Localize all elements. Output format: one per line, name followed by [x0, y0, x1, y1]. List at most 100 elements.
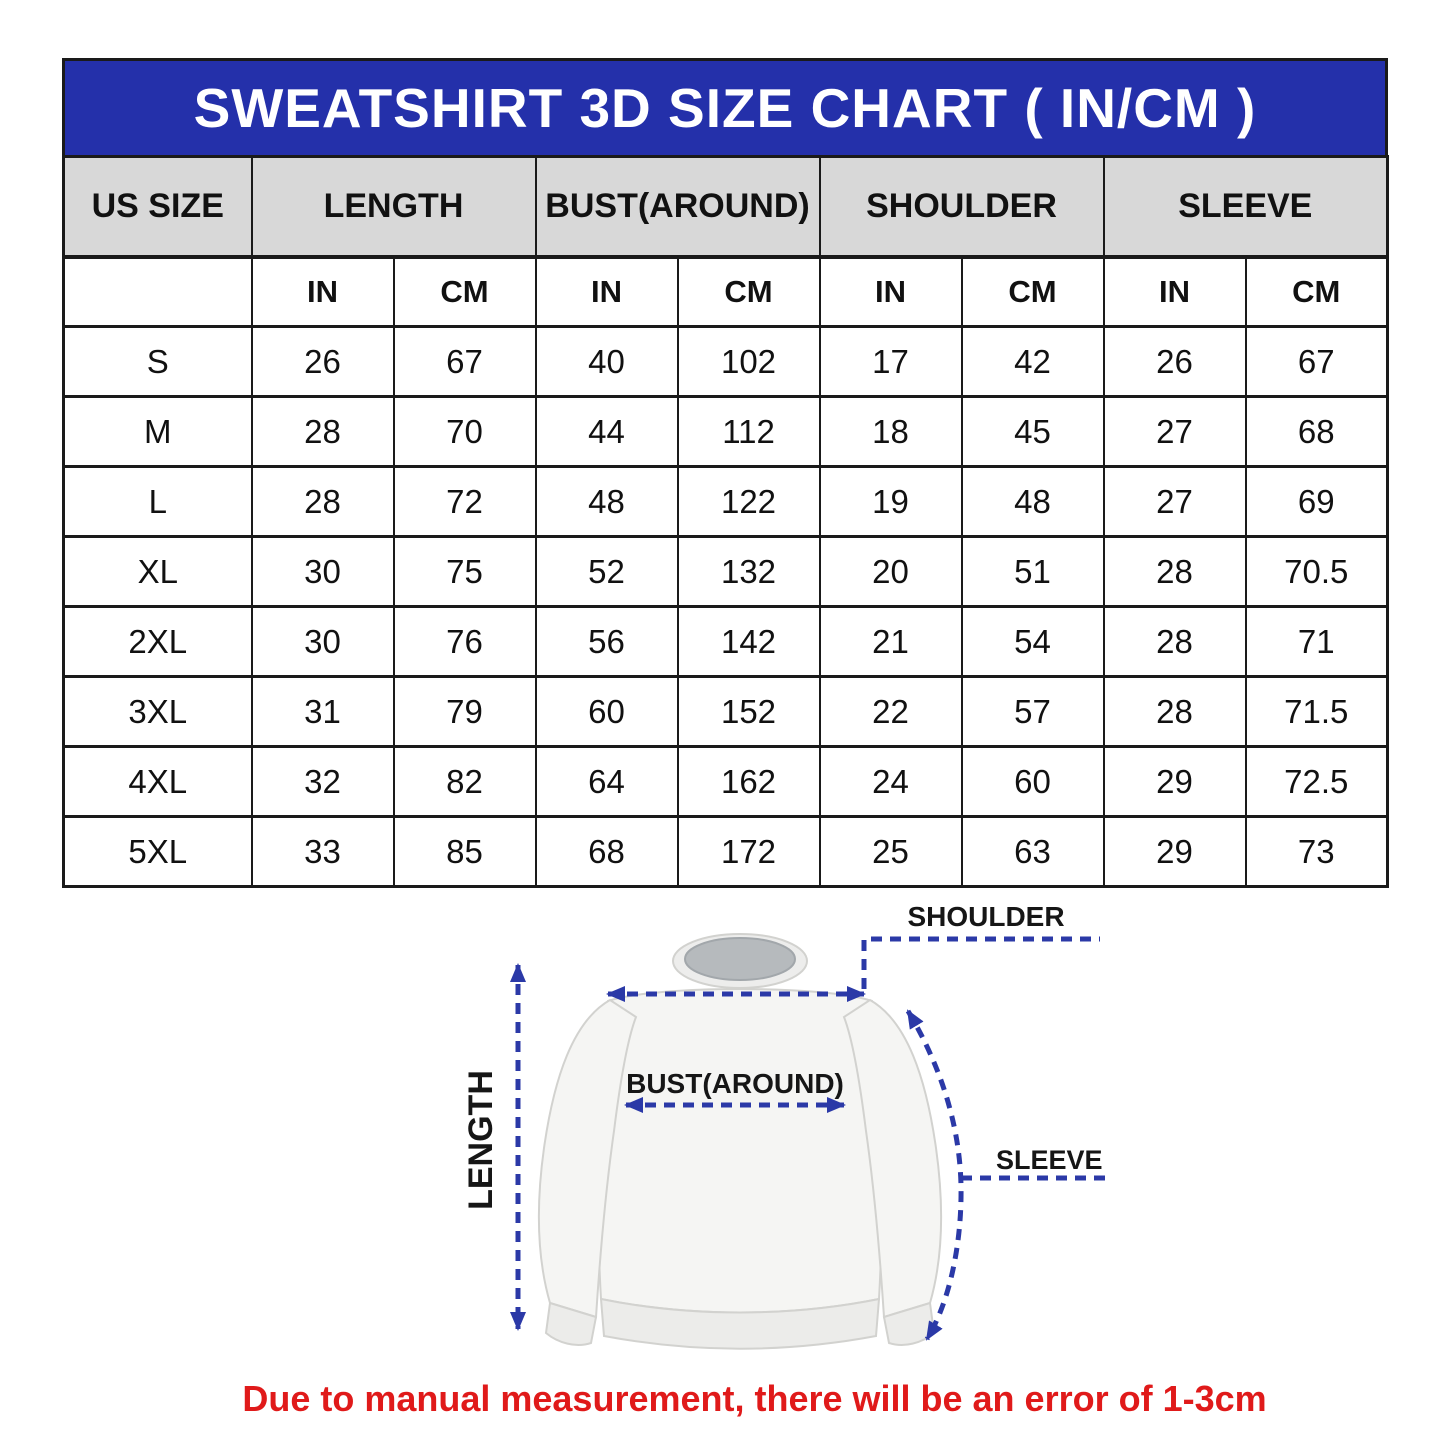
header-shoulder: SHOULDER	[818, 155, 1105, 259]
sweatshirt-illustration	[537, 933, 943, 1350]
value-cell: 152	[676, 675, 821, 748]
value-cell: 28	[1102, 675, 1247, 748]
header-length: LENGTH	[250, 155, 537, 259]
value-cell: 33	[250, 815, 395, 888]
chart-title: SWEATSHIRT 3D SIZE CHART ( IN/CM )	[193, 77, 1257, 139]
size-table-body: S 26 67 40 102 17 42 26 67 M 28 70 44 112 18 45 27 68 L 28 7…	[62, 325, 1389, 888]
value-cell: 162	[676, 745, 821, 818]
table-row: 2XL 30 76 56 142 21 54 28 71	[62, 605, 1389, 678]
value-cell: 60	[534, 675, 679, 748]
table-row: 4XL 32 82 64 162 24 60 29 72.5	[62, 745, 1389, 818]
value-cell: 102	[676, 325, 821, 398]
value-cell: 28	[250, 395, 395, 468]
unit-header: IN	[534, 255, 679, 328]
unit-header: IN	[1102, 255, 1247, 328]
table-row: M 28 70 44 112 18 45 27 68	[62, 395, 1389, 468]
value-cell: 48	[534, 465, 679, 538]
header-us-size: US SIZE	[62, 155, 253, 259]
table-row: XL 30 75 52 132 20 51 28 70.5	[62, 535, 1389, 608]
value-cell: 17	[818, 325, 963, 398]
us-size-cell: XL	[62, 535, 253, 608]
value-cell: 40	[534, 325, 679, 398]
value-cell: 31	[250, 675, 395, 748]
value-cell: 30	[250, 535, 395, 608]
value-cell: 45	[960, 395, 1105, 468]
value-cell: 26	[250, 325, 395, 398]
value-cell: 29	[1102, 745, 1247, 818]
value-cell: 75	[392, 535, 537, 608]
value-cell: 72	[392, 465, 537, 538]
value-cell: 68	[1244, 395, 1389, 468]
size-chart: SWEATSHIRT 3D SIZE CHART ( IN/CM ) US SI…	[62, 58, 1390, 888]
value-cell: 67	[1244, 325, 1389, 398]
value-cell: 70.5	[1244, 535, 1389, 608]
value-cell: 67	[392, 325, 537, 398]
shoulder-label: SHOULDER	[907, 901, 1064, 932]
value-cell: 27	[1102, 395, 1247, 468]
value-cell: 82	[392, 745, 537, 818]
shoulder-connector-line	[861, 936, 1100, 989]
value-cell: 85	[392, 815, 537, 888]
size-table: US SIZE LENGTH BUST(AROUND) SHOULDER SLE…	[62, 155, 1390, 888]
value-cell: 122	[676, 465, 821, 538]
value-cell: 112	[676, 395, 821, 468]
unit-header: CM	[1244, 255, 1389, 328]
us-size-cell: 5XL	[62, 815, 253, 888]
corner-cell	[62, 255, 253, 328]
chart-title-bar: SWEATSHIRT 3D SIZE CHART ( IN/CM )	[62, 58, 1388, 155]
measurement-arrows	[510, 936, 1106, 1341]
value-cell: 32	[250, 745, 395, 818]
table-row: 3XL 31 79 60 152 22 57 28 71.5	[62, 675, 1389, 748]
sweatshirt-body	[596, 988, 884, 1314]
value-cell: 56	[534, 605, 679, 678]
value-cell: 54	[960, 605, 1105, 678]
group-header-row: US SIZE LENGTH BUST(AROUND) SHOULDER SLE…	[62, 155, 1389, 259]
length-label: LENGTH	[462, 1070, 500, 1210]
value-cell: 28	[1102, 605, 1247, 678]
sleeve-label: SLEEVE	[996, 1145, 1103, 1175]
value-cell: 20	[818, 535, 963, 608]
value-cell: 57	[960, 675, 1105, 748]
value-cell: 63	[960, 815, 1105, 888]
value-cell: 60	[960, 745, 1105, 818]
value-cell: 71	[1244, 605, 1389, 678]
sleeve-arrow	[905, 1009, 964, 1341]
unit-header: CM	[392, 255, 537, 328]
table-row: S 26 67 40 102 17 42 26 67	[62, 325, 1389, 398]
value-cell: 69	[1244, 465, 1389, 538]
value-cell: 21	[818, 605, 963, 678]
us-size-cell: 3XL	[62, 675, 253, 748]
value-cell: 19	[818, 465, 963, 538]
bust-label: BUST(AROUND)	[626, 1068, 844, 1099]
value-cell: 72.5	[1244, 745, 1389, 818]
us-size-cell: M	[62, 395, 253, 468]
value-cell: 48	[960, 465, 1105, 538]
value-cell: 26	[1102, 325, 1247, 398]
value-cell: 73	[1244, 815, 1389, 888]
value-cell: 52	[534, 535, 679, 608]
us-size-cell: S	[62, 325, 253, 398]
measurement-disclaimer: Due to manual measurement, there will be…	[242, 1378, 1267, 1419]
us-size-cell: 4XL	[62, 745, 253, 818]
value-cell: 64	[534, 745, 679, 818]
sweatshirt-left-cuff	[544, 1301, 598, 1346]
measurement-diagram: LENGTH SHOULDER BUST(AROUND) SLEEVE	[430, 893, 1210, 1383]
value-cell: 71.5	[1244, 675, 1389, 748]
value-cell: 79	[392, 675, 537, 748]
sweatshirt-hem-band	[599, 1297, 881, 1350]
value-cell: 44	[534, 395, 679, 468]
us-size-cell: 2XL	[62, 605, 253, 678]
value-cell: 172	[676, 815, 821, 888]
header-bust: BUST(AROUND)	[534, 155, 821, 259]
value-cell: 29	[1102, 815, 1247, 888]
value-cell: 22	[818, 675, 963, 748]
unit-header-row: IN CM IN CM IN CM IN CM	[62, 255, 1389, 328]
table-row: 5XL 33 85 68 172 25 63 29 73	[62, 815, 1389, 888]
value-cell: 142	[676, 605, 821, 678]
us-size-cell: L	[62, 465, 253, 538]
unit-header: CM	[960, 255, 1105, 328]
unit-header: IN	[250, 255, 395, 328]
header-sleeve: SLEEVE	[1102, 155, 1389, 259]
value-cell: 132	[676, 535, 821, 608]
unit-header: CM	[676, 255, 821, 328]
